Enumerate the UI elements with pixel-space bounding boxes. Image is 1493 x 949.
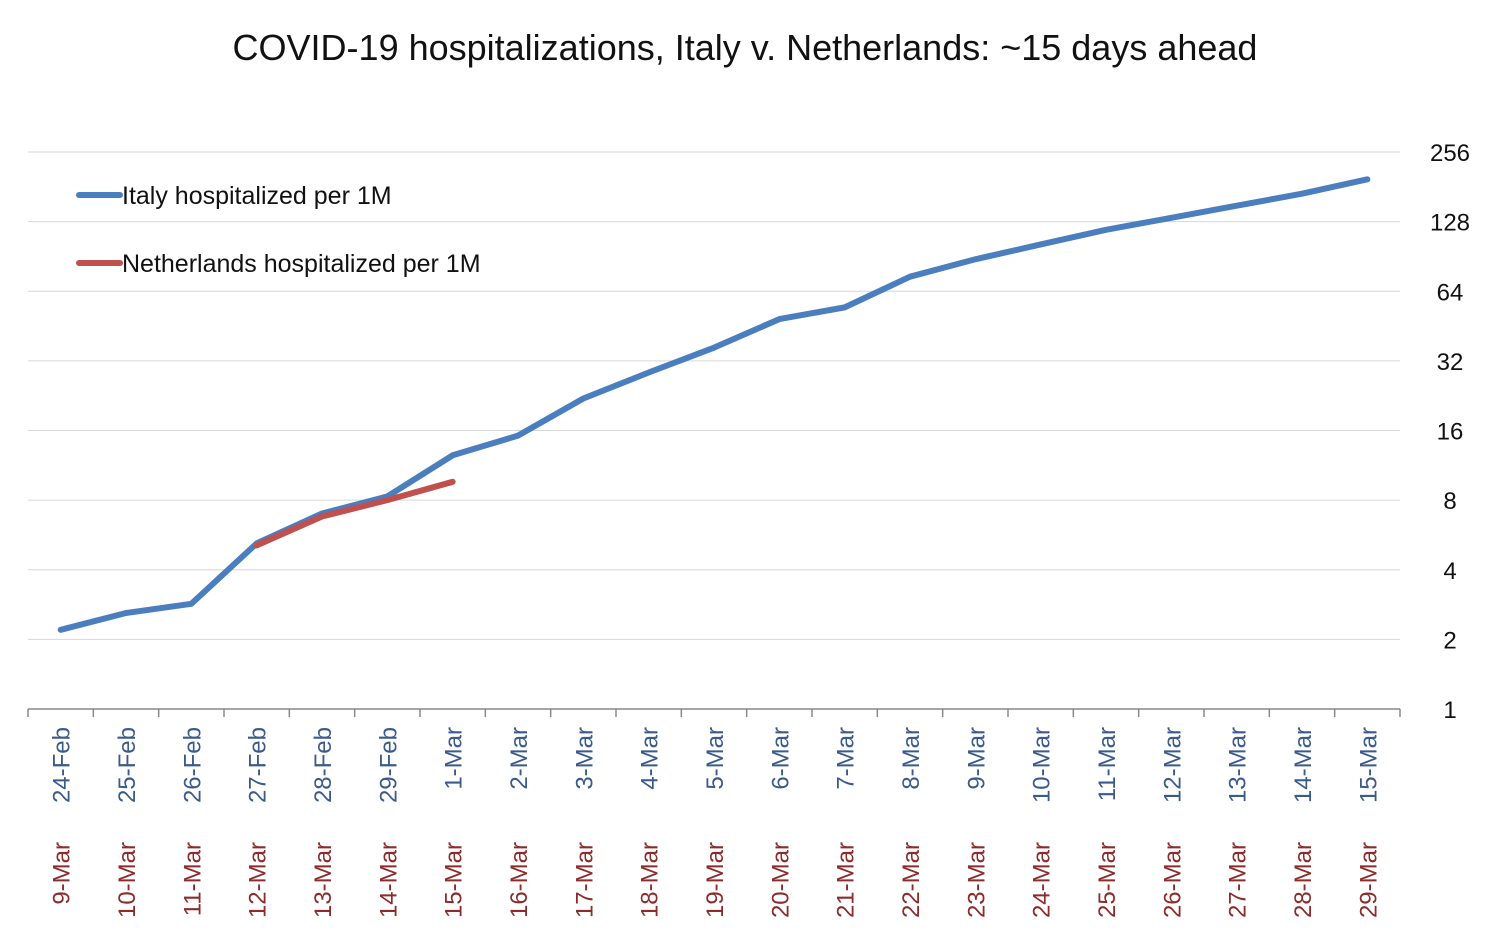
x-tick-label-primary: 8-Mar: [898, 727, 925, 790]
x-tick-label-primary: 10-Mar: [1029, 727, 1056, 803]
x-tick-label-secondary: 14-Mar: [375, 842, 402, 918]
x-tick-label-primary: 2-Mar: [506, 727, 533, 790]
x-tick-label-primary: 5-Mar: [702, 727, 729, 790]
chart-title: COVID-19 hospitalizations, Italy v. Neth…: [233, 27, 1258, 68]
x-tick-label-secondary: 28-Mar: [1290, 842, 1317, 918]
y-tick-label: 2: [1443, 627, 1456, 654]
gridlines: [28, 151, 1400, 640]
x-tick-label-primary: 24-Feb: [49, 727, 76, 803]
x-tick-label-secondary: 16-Mar: [506, 842, 533, 918]
series-line-0: [57, 176, 1371, 633]
x-tick-label-primary: 7-Mar: [833, 727, 860, 790]
x-tick-label-primary: 1-Mar: [441, 727, 468, 790]
legend-label-1: Netherlands hospitalized per 1M: [122, 250, 481, 278]
x-tick-label-primary: 29-Feb: [375, 727, 402, 803]
x-tick-label-primary: 6-Mar: [767, 727, 794, 790]
x-tick-label-primary: 26-Feb: [179, 727, 206, 803]
x-axis-tick-labels: 24-Feb 9-Mar 25-Feb 10-Mar 26-Feb 11-Mar 27-Fe…: [49, 727, 1383, 918]
x-tick-label-secondary: 24-Mar: [1029, 842, 1056, 918]
y-tick-label: 4: [1443, 558, 1456, 585]
x-tick-label-secondary: 23-Mar: [963, 842, 990, 918]
x-tick-label-primary: 25-Feb: [114, 727, 141, 803]
x-tick-label-secondary: 26-Mar: [1159, 842, 1186, 918]
x-tick-label-primary: 12-Mar: [1159, 727, 1186, 803]
x-tick-label-secondary: 21-Mar: [833, 842, 860, 918]
y-tick-label: 1: [1443, 697, 1456, 724]
x-tick-label-secondary: 22-Mar: [898, 842, 925, 918]
x-tick-label-primary: 15-Mar: [1355, 727, 1382, 803]
y-tick-label: 128: [1430, 210, 1470, 237]
y-axis-tick-labels: 1 2 4 8 16 32 64 128 256: [1430, 140, 1470, 724]
x-tick-label-primary: 14-Mar: [1290, 727, 1317, 803]
series-lines: [57, 176, 1371, 633]
x-tick-label-secondary: 20-Mar: [767, 842, 794, 918]
x-tick-label-primary: 9-Mar: [963, 727, 990, 790]
x-tick-label-primary: 27-Feb: [245, 727, 272, 803]
x-tick-label-secondary: 10-Mar: [114, 842, 141, 918]
x-tick-label-secondary: 17-Mar: [571, 842, 598, 918]
y-tick-label: 32: [1437, 349, 1464, 376]
x-tick-label-primary: 13-Mar: [1225, 727, 1252, 803]
legend-label-0: Italy hospitalized per 1M: [122, 182, 392, 210]
legend: Italy hospitalized per 1M Netherlands hos…: [76, 182, 481, 278]
y-tick-label: 16: [1437, 419, 1464, 446]
x-tick-label-secondary: 9-Mar: [49, 842, 76, 905]
x-tick-label-secondary: 15-Mar: [441, 842, 468, 918]
x-axis: [27, 708, 1401, 717]
x-tick-label-secondary: 11-Mar: [179, 842, 206, 916]
x-tick-label-secondary: 25-Mar: [1094, 842, 1121, 918]
x-tick-label-secondary: 19-Mar: [702, 842, 729, 918]
x-tick-label-secondary: 29-Mar: [1355, 842, 1382, 918]
y-tick-label: 8: [1443, 488, 1456, 515]
x-tick-label-primary: 28-Feb: [310, 727, 337, 803]
y-tick-label: 64: [1437, 279, 1464, 306]
y-tick-label: 256: [1430, 140, 1470, 167]
x-tick-label-secondary: 18-Mar: [637, 842, 664, 918]
x-tick-label-secondary: 12-Mar: [245, 842, 272, 918]
series-line-1: [253, 478, 456, 549]
x-tick-label-primary: 3-Mar: [571, 727, 598, 790]
x-tick-label-primary: 4-Mar: [637, 727, 664, 790]
x-tick-label-secondary: 27-Mar: [1225, 842, 1252, 918]
x-tick-label-secondary: 13-Mar: [310, 842, 337, 918]
x-tick-label-primary: 11-Mar: [1094, 727, 1121, 801]
